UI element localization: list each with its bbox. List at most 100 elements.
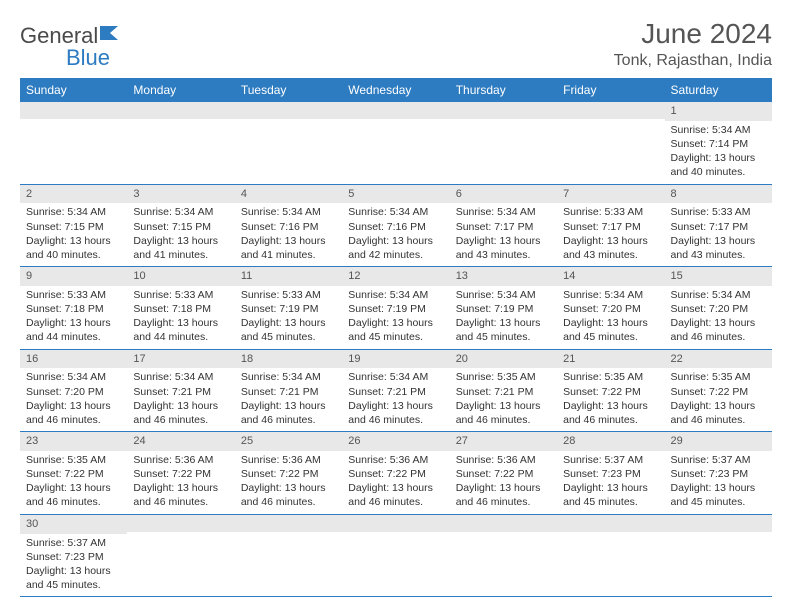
sunrise-text: Sunrise: 5:34 AM: [456, 288, 551, 302]
day-number: [127, 102, 234, 119]
daylight-text: Daylight: 13 hours and 46 minutes.: [241, 399, 336, 427]
sunrise-text: Sunrise: 5:34 AM: [671, 123, 766, 137]
sunset-text: Sunset: 7:21 PM: [456, 385, 551, 399]
sunset-text: Sunset: 7:17 PM: [671, 220, 766, 234]
daylight-text: Daylight: 13 hours and 45 minutes.: [348, 316, 443, 344]
calendar-cell: 19Sunrise: 5:34 AMSunset: 7:21 PMDayligh…: [342, 349, 449, 432]
sunset-text: Sunset: 7:20 PM: [26, 385, 121, 399]
day-number: 23: [20, 432, 127, 451]
daylight-text: Daylight: 13 hours and 46 minutes.: [26, 399, 121, 427]
calendar-cell: 3Sunrise: 5:34 AMSunset: 7:15 PMDaylight…: [127, 184, 234, 267]
cell-body: Sunrise: 5:35 AMSunset: 7:22 PMDaylight:…: [665, 368, 772, 431]
calendar-cell: 22Sunrise: 5:35 AMSunset: 7:22 PMDayligh…: [665, 349, 772, 432]
sunrise-text: Sunrise: 5:36 AM: [133, 453, 228, 467]
calendar-week: 16Sunrise: 5:34 AMSunset: 7:20 PMDayligh…: [20, 349, 772, 432]
day-header: Thursday: [450, 78, 557, 102]
day-number: 8: [665, 185, 772, 204]
day-number: 7: [557, 185, 664, 204]
day-number: [557, 515, 664, 532]
daylight-text: Daylight: 13 hours and 45 minutes.: [563, 481, 658, 509]
cell-body: Sunrise: 5:35 AMSunset: 7:22 PMDaylight:…: [557, 368, 664, 431]
day-number: 26: [342, 432, 449, 451]
daylight-text: Daylight: 13 hours and 45 minutes.: [456, 316, 551, 344]
day-number: 15: [665, 267, 772, 286]
day-header: Wednesday: [342, 78, 449, 102]
sunrise-text: Sunrise: 5:34 AM: [26, 205, 121, 219]
calendar-cell: 14Sunrise: 5:34 AMSunset: 7:20 PMDayligh…: [557, 267, 664, 350]
sunrise-text: Sunrise: 5:33 AM: [563, 205, 658, 219]
cell-body: Sunrise: 5:34 AMSunset: 7:17 PMDaylight:…: [450, 203, 557, 266]
calendar-cell: [342, 514, 449, 597]
calendar-cell: 25Sunrise: 5:36 AMSunset: 7:22 PMDayligh…: [235, 432, 342, 515]
day-number: 6: [450, 185, 557, 204]
calendar-cell: [557, 514, 664, 597]
sunset-text: Sunset: 7:20 PM: [563, 302, 658, 316]
flag-icon: [100, 26, 122, 47]
daylight-text: Daylight: 13 hours and 45 minutes.: [671, 481, 766, 509]
day-number: [235, 515, 342, 532]
cell-body: Sunrise: 5:34 AMSunset: 7:20 PMDaylight:…: [665, 286, 772, 349]
calendar-cell: 16Sunrise: 5:34 AMSunset: 7:20 PMDayligh…: [20, 349, 127, 432]
calendar-cell: 1Sunrise: 5:34 AMSunset: 7:14 PMDaylight…: [665, 102, 772, 184]
daylight-text: Daylight: 13 hours and 43 minutes.: [563, 234, 658, 262]
calendar-cell: 28Sunrise: 5:37 AMSunset: 7:23 PMDayligh…: [557, 432, 664, 515]
sunset-text: Sunset: 7:17 PM: [456, 220, 551, 234]
sunset-text: Sunset: 7:21 PM: [241, 385, 336, 399]
sunset-text: Sunset: 7:22 PM: [348, 467, 443, 481]
sunrise-text: Sunrise: 5:33 AM: [133, 288, 228, 302]
sunrise-text: Sunrise: 5:37 AM: [671, 453, 766, 467]
calendar-cell: [342, 102, 449, 184]
calendar-cell: 23Sunrise: 5:35 AMSunset: 7:22 PMDayligh…: [20, 432, 127, 515]
page-header: General Blue June 2024 Tonk, Rajasthan, …: [20, 18, 772, 70]
calendar-cell: 4Sunrise: 5:34 AMSunset: 7:16 PMDaylight…: [235, 184, 342, 267]
day-number: [235, 102, 342, 119]
sunset-text: Sunset: 7:23 PM: [671, 467, 766, 481]
sunrise-text: Sunrise: 5:33 AM: [241, 288, 336, 302]
sunset-text: Sunset: 7:16 PM: [348, 220, 443, 234]
sunrise-text: Sunrise: 5:33 AM: [671, 205, 766, 219]
sunset-text: Sunset: 7:22 PM: [563, 385, 658, 399]
sunset-text: Sunset: 7:18 PM: [26, 302, 121, 316]
day-number: 3: [127, 185, 234, 204]
day-header: Sunday: [20, 78, 127, 102]
day-number: [557, 102, 664, 119]
day-number: 19: [342, 350, 449, 369]
cell-body: Sunrise: 5:36 AMSunset: 7:22 PMDaylight:…: [235, 451, 342, 514]
daylight-text: Daylight: 13 hours and 40 minutes.: [671, 151, 766, 179]
calendar-cell: [235, 514, 342, 597]
calendar-cell: 5Sunrise: 5:34 AMSunset: 7:16 PMDaylight…: [342, 184, 449, 267]
day-number: 11: [235, 267, 342, 286]
calendar-cell: [127, 514, 234, 597]
cell-body: Sunrise: 5:34 AMSunset: 7:19 PMDaylight:…: [342, 286, 449, 349]
sunset-text: Sunset: 7:23 PM: [26, 550, 121, 564]
daylight-text: Daylight: 13 hours and 41 minutes.: [241, 234, 336, 262]
cell-body: Sunrise: 5:33 AMSunset: 7:17 PMDaylight:…: [665, 203, 772, 266]
sunrise-text: Sunrise: 5:34 AM: [456, 205, 551, 219]
day-number: 21: [557, 350, 664, 369]
day-number: [665, 515, 772, 532]
daylight-text: Daylight: 13 hours and 46 minutes.: [456, 399, 551, 427]
cell-body: Sunrise: 5:34 AMSunset: 7:20 PMDaylight:…: [557, 286, 664, 349]
daylight-text: Daylight: 13 hours and 45 minutes.: [241, 316, 336, 344]
sunrise-text: Sunrise: 5:34 AM: [133, 205, 228, 219]
daylight-text: Daylight: 13 hours and 45 minutes.: [26, 564, 121, 592]
daylight-text: Daylight: 13 hours and 44 minutes.: [133, 316, 228, 344]
calendar-cell: 7Sunrise: 5:33 AMSunset: 7:17 PMDaylight…: [557, 184, 664, 267]
sunrise-text: Sunrise: 5:34 AM: [671, 288, 766, 302]
day-header: Saturday: [665, 78, 772, 102]
daylight-text: Daylight: 13 hours and 44 minutes.: [26, 316, 121, 344]
day-number: 27: [450, 432, 557, 451]
sunrise-text: Sunrise: 5:34 AM: [26, 370, 121, 384]
day-number: 14: [557, 267, 664, 286]
day-number: 29: [665, 432, 772, 451]
day-number: 18: [235, 350, 342, 369]
daylight-text: Daylight: 13 hours and 46 minutes.: [563, 399, 658, 427]
daylight-text: Daylight: 13 hours and 46 minutes.: [456, 481, 551, 509]
calendar-cell: [557, 102, 664, 184]
calendar-cell: 30Sunrise: 5:37 AMSunset: 7:23 PMDayligh…: [20, 514, 127, 597]
sunset-text: Sunset: 7:15 PM: [133, 220, 228, 234]
day-number: 25: [235, 432, 342, 451]
calendar-cell: 13Sunrise: 5:34 AMSunset: 7:19 PMDayligh…: [450, 267, 557, 350]
calendar-cell: [127, 102, 234, 184]
cell-body: Sunrise: 5:37 AMSunset: 7:23 PMDaylight:…: [20, 534, 127, 597]
